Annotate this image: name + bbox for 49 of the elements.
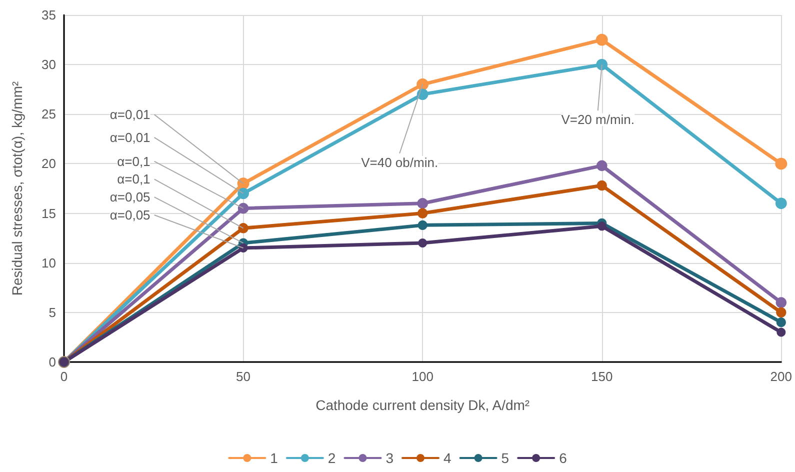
point (238, 223, 248, 234)
point (776, 318, 786, 328)
y-axis-title: Residual stresses, σtot(α), kg/mm² (9, 81, 25, 296)
legend-label: 2 (328, 450, 336, 466)
annotation: α=0,1 (117, 172, 150, 187)
point (596, 58, 608, 70)
y-tick-label: 35 (42, 8, 56, 22)
x-tick-label: 100 (412, 369, 434, 384)
point (417, 198, 428, 209)
point (776, 307, 786, 318)
annotation: α=0,01 (110, 107, 150, 122)
point (596, 180, 607, 191)
annotation: α=0,05 (110, 207, 150, 222)
legend-label: 5 (501, 450, 510, 466)
x-tick-label: 200 (770, 369, 792, 384)
annotation: V=40 ob/min. (361, 154, 438, 170)
y-tick-label: 20 (42, 156, 56, 172)
point (597, 222, 606, 231)
point (416, 88, 428, 100)
y-tick-label: 10 (42, 255, 56, 270)
y-tick-label: 15 (42, 206, 56, 221)
point (775, 198, 787, 210)
point (596, 34, 608, 46)
y-tick-label: 0 (48, 354, 56, 370)
point (596, 160, 608, 172)
annotation: α=0,01 (110, 130, 150, 145)
legend-label: 4 (444, 450, 452, 466)
annotation: α=0,1 (117, 154, 150, 169)
annotation: V=20 m/min. (561, 112, 635, 128)
point (238, 243, 248, 252)
y-tick-label: 30 (42, 57, 56, 72)
x-axis-title: Cathode current density Dk, A/dm² (316, 397, 530, 413)
annotation: α=0,05 (110, 190, 150, 205)
point (238, 202, 249, 214)
point (417, 208, 428, 218)
point (238, 188, 249, 200)
point (775, 158, 788, 170)
x-tick-label: 50 (236, 369, 251, 384)
x-tick-label: 0 (60, 369, 68, 384)
y-tick-label: 25 (42, 106, 56, 122)
legend-label: 6 (559, 450, 568, 466)
point (776, 297, 787, 308)
point (418, 220, 428, 230)
x-tick-label: 150 (591, 369, 613, 384)
legend-label: 3 (386, 450, 394, 466)
legend-label: 1 (270, 450, 278, 466)
point (418, 238, 428, 248)
y-tick-label: 5 (48, 304, 56, 320)
point (776, 328, 786, 337)
